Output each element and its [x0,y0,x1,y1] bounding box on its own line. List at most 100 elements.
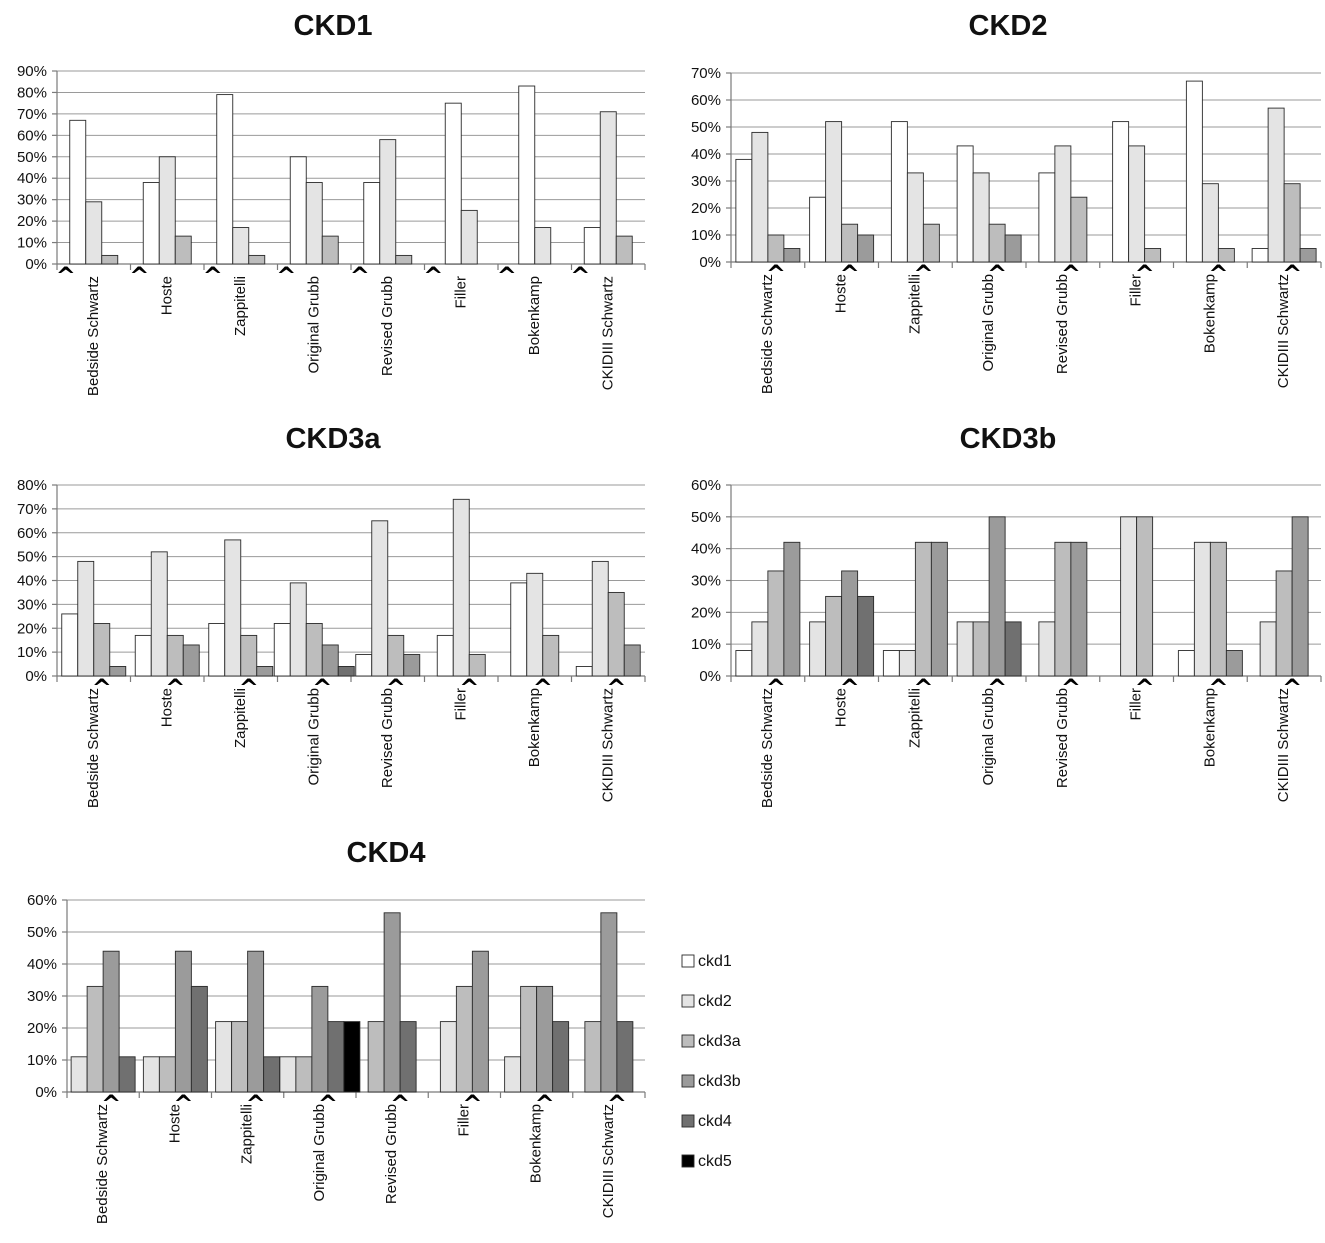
category-label: CKIDIII Schwartz [1275,688,1292,802]
bar-ckd3a-bokenkamp [1217,248,1235,263]
category-label: Zappitelli [239,1104,256,1164]
bar-ckd1-bokenkamp [510,582,528,677]
marker-icon: ^ [462,1090,482,1118]
bar-ckd2-bedside-schwartz [751,131,769,263]
category-label: Bedside Schwartz [759,688,776,808]
category-label: Hoste [158,688,175,727]
category-label: Bokenkamp [1201,688,1218,767]
bar-ckd3b-bokenkamp [536,985,554,1093]
bar-ckd3b-original-grubb [1004,234,1022,263]
bar-ckd2-ckidiii-schwartz [1259,621,1277,677]
marker-icon: ^ [129,262,149,290]
bar-ckd1-ckidiii-schwartz [575,666,593,677]
category-label: Original Grubb [980,274,997,372]
y-tick-label: 0% [35,1084,57,1101]
y-tick-label: 30% [17,596,47,613]
y-tick-label: 20% [27,1020,57,1037]
bar-ckd3b-hoste [174,950,192,1093]
y-tick-label: 40% [691,541,721,558]
category-label: Filler [452,688,469,721]
y-tick-label: 50% [691,119,721,136]
bar-ckd3a-revised-grubb [1070,196,1088,263]
bar-ckd3a-bedside-schwartz [767,234,785,263]
category-label: Hoste [166,1104,183,1143]
bar-ckd2-filler [460,209,478,265]
bar-ckd3b-ckidiii-schwartz [1291,516,1309,677]
y-tick-label: 10% [27,1052,57,1069]
bar-ckd2-zappitelli [232,227,250,265]
bar-ckd4-revised-grubb [399,1021,417,1093]
y-tick-label: 20% [691,200,721,217]
bar-ckd1-filler [444,102,462,265]
bar-ckd2-hoste [150,551,168,677]
bar-ckd2-filler [452,498,470,677]
bar-ckd2-hoste [142,1056,160,1093]
bar-ckd3b-bedside-schwartz [102,950,120,1093]
bar-ckd2-filler [439,1021,457,1093]
bar-ckd2-bokenkamp [526,572,544,677]
bar-ckd3a-hoste [841,223,859,263]
bar-ckd2-filler [1128,145,1146,263]
bar-ckd2-bokenkamp [1193,541,1211,677]
bar-ckd1-bedside-schwartz [735,158,753,263]
bar-ckd3a-hoste [166,634,184,677]
legend-label-ckd5: ckd5 [698,1153,732,1170]
bar-ckd3a-revised-grubb [1054,541,1072,677]
marker-icon: ^ [276,262,296,290]
bar-ckd3a-revised-grubb [387,634,405,677]
bar-ckd3b-revised-grubb [383,912,401,1093]
bar-ckd3a-zappitelli [231,1021,249,1093]
y-tick-label: 40% [691,146,721,163]
y-tick-label: 60% [691,477,721,494]
category-label: Original Grubb [305,276,322,374]
marker-icon: ^ [1061,260,1081,288]
y-tick-label: 60% [17,525,47,542]
bar-ckd3a-revised-grubb [367,1021,385,1093]
marker-icon: ^ [1135,260,1155,288]
bar-ckd3b-bokenkamp [1225,650,1243,677]
bar-ckd3a-zappitelli [248,254,266,265]
bar-ckd2-revised-grubb [371,520,389,677]
y-tick-label: 30% [17,192,47,209]
bar-ckd1-hoste [809,196,827,263]
y-tick-label: 0% [25,256,47,273]
bar-ckd1-bokenkamp [1177,650,1195,677]
y-tick-label: 20% [17,620,47,637]
marker-icon: ^ [1208,260,1228,288]
bar-ckd2-original-grubb [972,172,990,263]
y-tick-label: 70% [691,65,721,82]
bar-ckd3b-hoste [857,234,875,263]
bar-ckd4-hoste [190,985,208,1093]
legend-swatch-ckd3a [681,1034,695,1048]
marker-icon: ^ [239,674,259,702]
legend-label-ckd3b: ckd3b [698,1073,741,1090]
bar-ckd3a-ckidiii-schwartz [1275,570,1293,677]
category-label: Bokenkamp [1201,274,1218,353]
bar-ckd1-bedside-schwartz [735,650,753,677]
category-label: Bedside Schwartz [759,274,776,394]
category-label: Original Grubb [980,688,997,786]
bar-ckd1-hoste [142,182,160,265]
y-tick-label: 40% [27,956,57,973]
category-label: Hoste [158,276,175,315]
bar-ckd2-original-grubb [289,582,307,677]
bar-ckd1-revised-grubb [355,654,373,677]
bar-ckd1-zappitelli [216,94,234,265]
bar-ckd2-filler [1120,516,1138,677]
category-label: Filler [1128,274,1145,307]
bar-ckd2-zappitelli [906,172,924,263]
bar-ckd3b-zappitelli [256,666,274,677]
bar-ckd3a-ckidiii-schwartz [615,235,633,265]
marker-icon: ^ [570,262,590,290]
bar-ckd4-hoste [857,595,875,677]
bar-ckd3a-bokenkamp [1209,541,1227,677]
marker-icon: ^ [92,674,112,702]
y-tick-label: 10% [691,227,721,244]
bar-ckd4-bedside-schwartz [118,1056,136,1093]
bar-ckd2-ckidiii-schwartz [599,111,617,265]
chart-title: CKD2 [969,10,1048,42]
bar-ckd3b-ckidiii-schwartz [623,644,641,677]
